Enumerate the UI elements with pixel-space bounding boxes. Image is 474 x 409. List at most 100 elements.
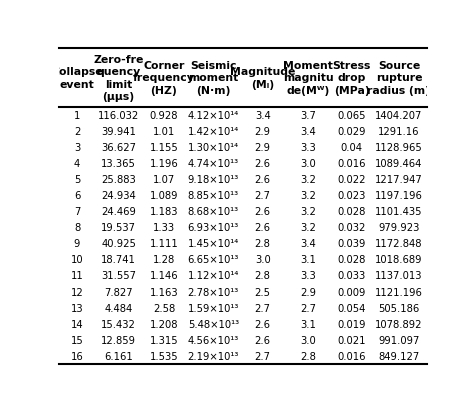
Text: 991.097: 991.097 — [378, 335, 419, 345]
Text: 0.033: 0.033 — [337, 271, 365, 281]
Text: 2.58: 2.58 — [153, 303, 175, 313]
Text: 5.48×10¹³: 5.48×10¹³ — [188, 319, 239, 329]
Text: 1.535: 1.535 — [150, 351, 178, 361]
Text: 1.163: 1.163 — [150, 287, 178, 297]
Text: 2.19×10¹³: 2.19×10¹³ — [188, 351, 239, 361]
Text: 4.484: 4.484 — [104, 303, 133, 313]
Text: 1.28: 1.28 — [153, 255, 175, 265]
Text: 15: 15 — [71, 335, 83, 345]
Text: 0.019: 0.019 — [337, 319, 366, 329]
Text: Collapse
event: Collapse event — [51, 67, 103, 90]
Text: 3.2: 3.2 — [300, 222, 316, 233]
Text: 8.85×10¹³: 8.85×10¹³ — [188, 191, 239, 200]
Text: 9: 9 — [74, 239, 80, 249]
Text: 3.2: 3.2 — [300, 175, 316, 184]
Text: 3.2: 3.2 — [300, 191, 316, 200]
Text: 2.6: 2.6 — [255, 207, 271, 217]
Text: Zero-fre
quency
limit
(μμs): Zero-fre quency limit (μμs) — [93, 55, 144, 102]
Text: 1137.013: 1137.013 — [375, 271, 423, 281]
Text: 0.065: 0.065 — [337, 110, 366, 120]
Text: 2.6: 2.6 — [255, 319, 271, 329]
Text: 24.934: 24.934 — [101, 191, 136, 200]
Text: 4.74×10¹³: 4.74×10¹³ — [188, 159, 239, 169]
Text: 6.93×10¹³: 6.93×10¹³ — [188, 222, 239, 233]
Text: 9.18×10¹³: 9.18×10¹³ — [188, 175, 239, 184]
Text: 7.827: 7.827 — [104, 287, 133, 297]
Text: 7: 7 — [74, 207, 80, 217]
Text: 1101.435: 1101.435 — [375, 207, 423, 217]
Text: Source
rupture
radius (m): Source rupture radius (m) — [367, 61, 430, 96]
Text: 1.07: 1.07 — [153, 175, 175, 184]
Text: 3.0: 3.0 — [300, 159, 316, 169]
Text: 2.5: 2.5 — [255, 287, 271, 297]
Text: 0.023: 0.023 — [337, 191, 366, 200]
Text: 3.4: 3.4 — [255, 110, 271, 120]
Text: 39.941: 39.941 — [101, 126, 136, 136]
Text: 2.6: 2.6 — [255, 159, 271, 169]
Text: 1128.965: 1128.965 — [375, 142, 423, 153]
Text: 1.33: 1.33 — [153, 222, 175, 233]
Text: 3.1: 3.1 — [300, 255, 316, 265]
Text: 0.039: 0.039 — [337, 239, 366, 249]
Text: 3.4: 3.4 — [300, 126, 316, 136]
Text: 2.8: 2.8 — [255, 239, 271, 249]
Text: 1.111: 1.111 — [150, 239, 178, 249]
Text: 1089.464: 1089.464 — [375, 159, 423, 169]
Text: 0.928: 0.928 — [150, 110, 178, 120]
Text: 6: 6 — [74, 191, 80, 200]
Text: 1172.848: 1172.848 — [375, 239, 423, 249]
Text: 1.183: 1.183 — [150, 207, 178, 217]
Text: 1217.947: 1217.947 — [375, 175, 423, 184]
Text: 1.42×10¹⁴: 1.42×10¹⁴ — [188, 126, 239, 136]
Text: 1.45×10¹⁴: 1.45×10¹⁴ — [188, 239, 239, 249]
Text: 4.12×10¹⁴: 4.12×10¹⁴ — [188, 110, 239, 120]
Text: 2.7: 2.7 — [255, 351, 271, 361]
Text: 40.925: 40.925 — [101, 239, 136, 249]
Text: 1.12×10¹⁴: 1.12×10¹⁴ — [188, 271, 239, 281]
Text: Moment
magnitu
de(Mᵂ): Moment magnitu de(Mᵂ) — [283, 61, 333, 96]
Text: 0.032: 0.032 — [337, 222, 366, 233]
Text: 6.161: 6.161 — [104, 351, 133, 361]
Text: 1.01: 1.01 — [153, 126, 175, 136]
Text: 1.155: 1.155 — [150, 142, 178, 153]
Text: 0.009: 0.009 — [337, 287, 366, 297]
Text: 3.7: 3.7 — [300, 110, 316, 120]
Text: 0.021: 0.021 — [337, 335, 366, 345]
Text: 2.6: 2.6 — [255, 222, 271, 233]
Text: 2.7: 2.7 — [300, 303, 316, 313]
Text: 2.9: 2.9 — [255, 142, 271, 153]
Text: 1197.196: 1197.196 — [375, 191, 423, 200]
Text: 2.6: 2.6 — [255, 335, 271, 345]
Text: 1.089: 1.089 — [150, 191, 178, 200]
Text: 2.7: 2.7 — [255, 191, 271, 200]
Text: 5: 5 — [74, 175, 80, 184]
Text: Seismic
moment
(N·m): Seismic moment (N·m) — [188, 61, 238, 96]
Text: 25.883: 25.883 — [101, 175, 136, 184]
Text: 3.0: 3.0 — [255, 255, 271, 265]
Text: 19.537: 19.537 — [101, 222, 136, 233]
Text: 16: 16 — [71, 351, 83, 361]
Text: 13: 13 — [71, 303, 83, 313]
Text: 2.9: 2.9 — [300, 287, 316, 297]
Text: 36.627: 36.627 — [101, 142, 136, 153]
Text: 11: 11 — [71, 271, 83, 281]
Text: 0.029: 0.029 — [337, 126, 366, 136]
Text: 1078.892: 1078.892 — [375, 319, 423, 329]
Text: 2.8: 2.8 — [255, 271, 271, 281]
Text: 14: 14 — [71, 319, 83, 329]
Text: 0.054: 0.054 — [337, 303, 366, 313]
Text: 116.032: 116.032 — [98, 110, 139, 120]
Text: 0.016: 0.016 — [337, 351, 366, 361]
Text: 3.3: 3.3 — [300, 142, 316, 153]
Text: 3.0: 3.0 — [300, 335, 316, 345]
Text: 979.923: 979.923 — [378, 222, 419, 233]
Text: 1: 1 — [74, 110, 80, 120]
Text: 2.9: 2.9 — [255, 126, 271, 136]
Text: 0.028: 0.028 — [337, 255, 366, 265]
Text: 3.4: 3.4 — [300, 239, 316, 249]
Text: 1018.689: 1018.689 — [375, 255, 423, 265]
Text: 6.65×10¹³: 6.65×10¹³ — [188, 255, 239, 265]
Text: 3: 3 — [74, 142, 80, 153]
Text: Corner
frequency
(HZ): Corner frequency (HZ) — [133, 61, 195, 96]
Text: 3.1: 3.1 — [300, 319, 316, 329]
